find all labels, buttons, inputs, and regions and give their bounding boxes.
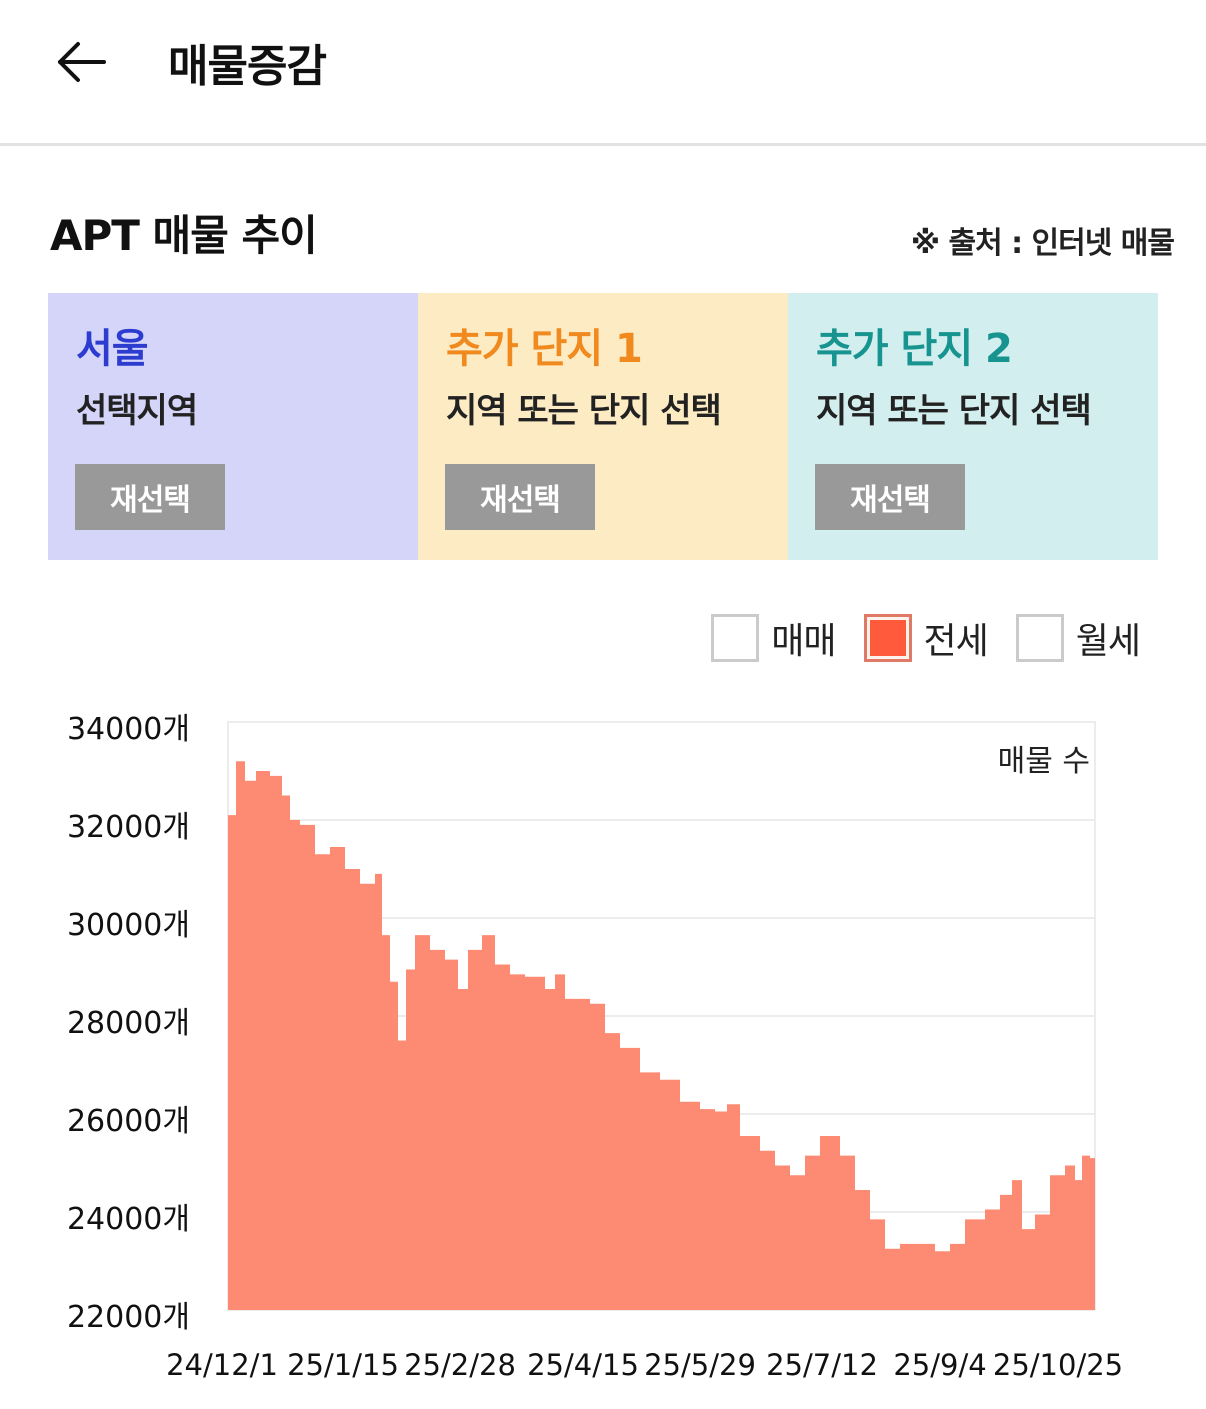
x-tick: 25/9/4 xyxy=(893,1348,987,1382)
arrow-left-icon xyxy=(58,42,106,82)
y-tick: 32000개 xyxy=(66,810,190,845)
y-tick: 26000개 xyxy=(66,1104,190,1139)
panel-title: 서울 xyxy=(76,326,149,372)
x-tick: 25/1/15 xyxy=(287,1348,399,1382)
checkbox-checked-icon xyxy=(863,614,912,662)
panel-subtitle: 지역 또는 단지 선택 xyxy=(816,391,1092,431)
y-tick: 24000개 xyxy=(66,1202,190,1237)
reselect-button[interactable]: 재선택 xyxy=(445,464,595,530)
y-tick: 22000개 xyxy=(66,1300,190,1335)
x-tick: 24/12/1 xyxy=(166,1348,278,1382)
listing-trend-chart: 34000개 32000개 30000개 28000개 26000개 24000… xyxy=(0,700,1206,1400)
y-tick: 28000개 xyxy=(66,1006,190,1041)
checkbox-icon xyxy=(711,614,760,662)
panel-seoul: 서울 선택지역 재선택 xyxy=(48,293,418,560)
source-note: ※ 출처 : 인터넷 매물 xyxy=(910,226,1175,261)
x-tick: 25/5/29 xyxy=(644,1348,756,1382)
legend-sale-checkbox[interactable]: 매매 xyxy=(711,612,837,664)
panel-subtitle: 지역 또는 단지 선택 xyxy=(446,391,722,431)
y-tick: 30000개 xyxy=(66,908,190,943)
legend-jeonse-checkbox[interactable]: 전세 xyxy=(863,612,989,664)
panel-complex-1: 추가 단지 1 지역 또는 단지 선택 재선택 xyxy=(418,293,788,560)
plot-area xyxy=(227,721,1096,1311)
reselect-button[interactable]: 재선택 xyxy=(75,464,225,530)
y-tick: 34000개 xyxy=(66,712,190,747)
legend-label: 월세 xyxy=(1075,621,1141,662)
checkbox-icon xyxy=(1015,614,1064,662)
panel-complex-2: 추가 단지 2 지역 또는 단지 선택 재선택 xyxy=(788,293,1158,560)
legend-label: 매매 xyxy=(771,621,836,662)
x-tick: 25/2/28 xyxy=(404,1348,516,1382)
compare-panels: 서울 선택지역 재선택 추가 단지 1 지역 또는 단지 선택 재선택 추가 단… xyxy=(48,293,1158,560)
panel-title: 추가 단지 2 xyxy=(816,326,1013,372)
x-tick: 25/4/15 xyxy=(527,1348,639,1382)
top-app-bar: 매물증감 xyxy=(0,0,1206,146)
page-title: 매물증감 xyxy=(168,41,327,92)
back-button[interactable] xyxy=(56,38,108,86)
series-label: 매물 수 xyxy=(997,744,1090,779)
reselect-button[interactable]: 재선택 xyxy=(815,464,965,530)
x-tick: 25/7/12 xyxy=(766,1348,878,1382)
panel-subtitle: 선택지역 xyxy=(76,391,198,431)
legend-label: 전세 xyxy=(923,621,989,662)
chart-legend: 매매 전세 월세 xyxy=(683,612,1141,664)
x-tick: 25/10/25 xyxy=(992,1348,1124,1382)
legend-monthly-checkbox[interactable]: 월세 xyxy=(1015,612,1141,664)
section-title: APT 매물 추이 xyxy=(50,211,318,260)
panel-title: 추가 단지 1 xyxy=(446,326,643,372)
jeonse-area-series xyxy=(228,761,1095,1310)
